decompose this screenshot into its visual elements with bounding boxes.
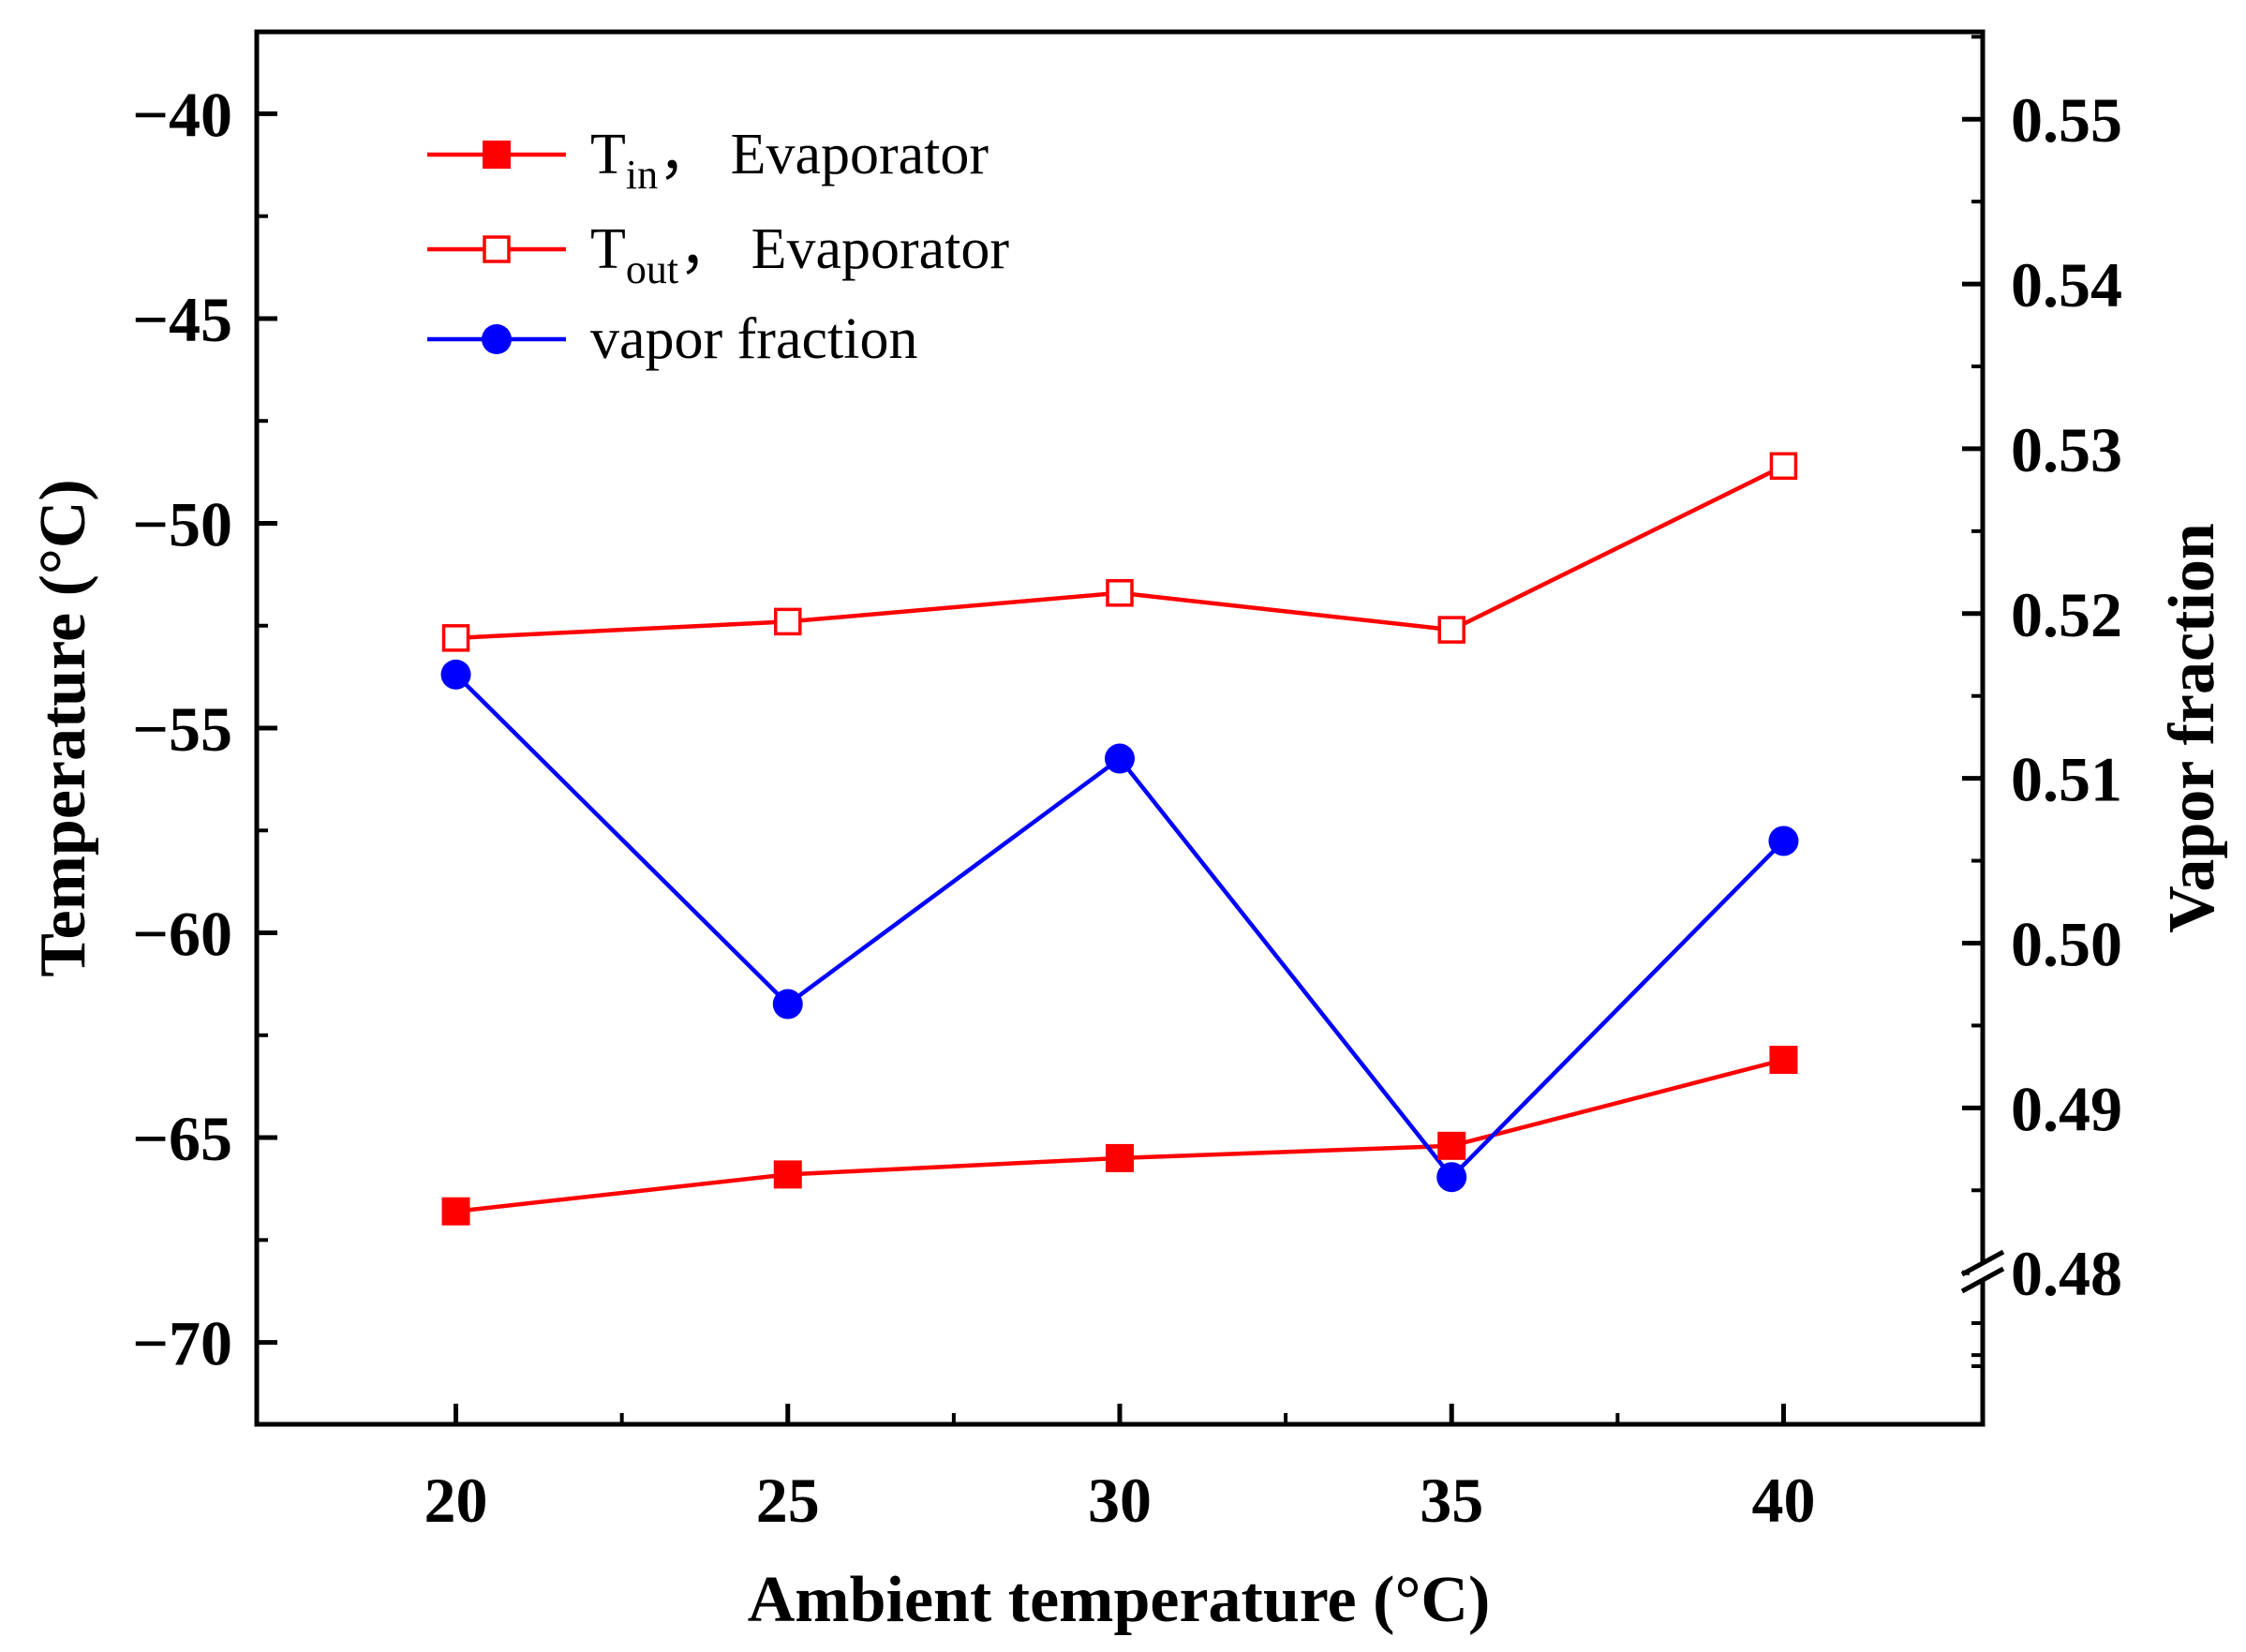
y-axis-title: Temperature (°C) bbox=[27, 479, 99, 977]
y2-tick-label: 0.48 bbox=[2011, 1238, 2122, 1309]
y-tick-label: −40 bbox=[132, 79, 232, 150]
y-tick-label: −45 bbox=[132, 284, 232, 355]
y2-tick-label: 0.49 bbox=[2011, 1073, 2122, 1144]
y2-axis-break bbox=[1960, 1249, 2005, 1294]
series-2-point-20 bbox=[440, 659, 471, 690]
series-line-0 bbox=[455, 1057, 1785, 1213]
y-tick-label: −70 bbox=[132, 1308, 232, 1379]
series-0-point-40 bbox=[1769, 1046, 1798, 1075]
x-tick-label-35: 35 bbox=[1420, 1465, 1483, 1536]
x-tick-label-30: 30 bbox=[1088, 1465, 1152, 1536]
y-tick-label: −55 bbox=[132, 693, 232, 765]
y2-tick-label: 0.55 bbox=[2011, 84, 2122, 156]
legend-label-0: Tin， Evaporator bbox=[590, 123, 989, 198]
legend-marker-0 bbox=[483, 141, 511, 169]
legend-marker-2 bbox=[482, 324, 512, 354]
legend-marker-1 bbox=[483, 235, 511, 263]
series-1-point-30 bbox=[1106, 579, 1134, 607]
x-tick-label-20: 20 bbox=[424, 1465, 488, 1536]
y-tick-label: −60 bbox=[132, 899, 232, 970]
series-0-point-30 bbox=[1106, 1143, 1134, 1172]
tick-labels: 20 25 30 35 40 −40 −45 −50 −55 −60 −65 −70 0.55 0.54 0… bbox=[132, 79, 2122, 1536]
series-1-point-25 bbox=[774, 607, 802, 636]
x-tick-label-25: 25 bbox=[756, 1465, 820, 1536]
y2-tick-label: 0.52 bbox=[2011, 579, 2122, 650]
series-2-point-30 bbox=[1105, 743, 1135, 774]
y2-break-mark bbox=[1960, 1266, 2005, 1294]
y-tick-label: −65 bbox=[132, 1103, 232, 1174]
series-1-point-40 bbox=[1769, 452, 1798, 481]
x-tick-label-40: 40 bbox=[1751, 1465, 1815, 1536]
y2-tick-label: 0.51 bbox=[2011, 744, 2122, 815]
series-0-point-25 bbox=[773, 1160, 802, 1189]
series-1-point-20 bbox=[441, 624, 470, 652]
series-markers bbox=[440, 452, 1799, 1226]
series-2-point-40 bbox=[1768, 826, 1799, 856]
legend-label-2: vapor fraction bbox=[590, 307, 917, 371]
plot-frame bbox=[254, 29, 1986, 1427]
y2-axis-title: Vapor fraction bbox=[2156, 523, 2228, 933]
series-2-point-35 bbox=[1436, 1162, 1467, 1193]
series-2-point-25 bbox=[772, 989, 803, 1019]
y2-break-mark bbox=[1960, 1249, 2005, 1277]
y2-tick-label: 0.53 bbox=[2011, 414, 2122, 485]
legend: Tin， Evaporator Tout， Evaporator vapor fra… bbox=[427, 123, 1009, 371]
series-0-point-35 bbox=[1437, 1131, 1466, 1160]
y2-tick-label: 0.54 bbox=[2011, 249, 2122, 320]
axis-ticks bbox=[257, 35, 1983, 1424]
series-0-point-20 bbox=[441, 1197, 470, 1226]
series-lines bbox=[454, 464, 1786, 1213]
y2-tick-label: 0.50 bbox=[2011, 908, 2122, 979]
y-tick-label: −50 bbox=[132, 488, 232, 559]
series-1-point-35 bbox=[1437, 616, 1465, 644]
x-axis-title: Ambient temperature (°C) bbox=[748, 1564, 1491, 1636]
legend-label-1: Tout， Evaporator bbox=[590, 217, 1009, 292]
series-line-1 bbox=[455, 464, 1785, 641]
